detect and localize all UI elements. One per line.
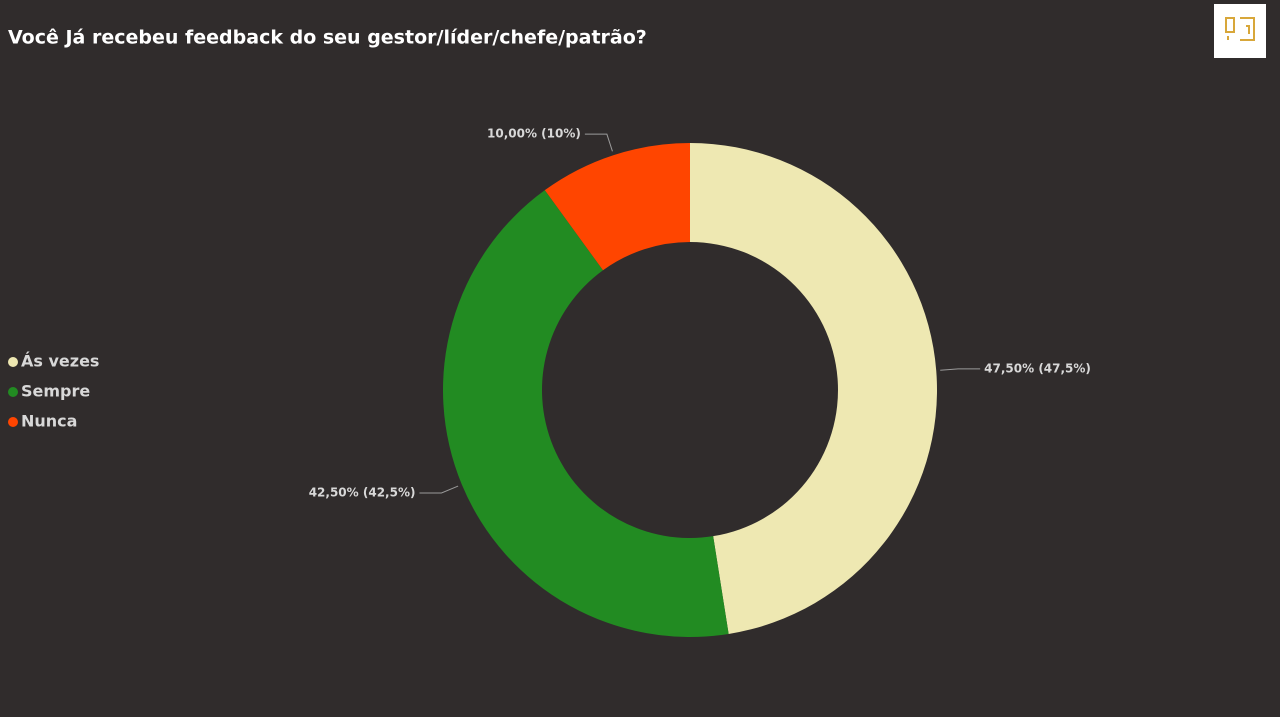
leader-line bbox=[584, 133, 613, 152]
value-label: 10,00% (10%) bbox=[487, 127, 581, 141]
logo bbox=[1214, 4, 1266, 58]
legend-marker bbox=[8, 357, 18, 367]
value-label: 42,50% (42,5%) bbox=[309, 485, 416, 499]
donut-slice bbox=[442, 190, 729, 638]
legend-label: Nunca bbox=[21, 412, 77, 431]
donut-slice bbox=[690, 143, 938, 634]
legend-label: Ás vezes bbox=[21, 352, 99, 371]
leader-line bbox=[940, 368, 981, 371]
leader-line bbox=[419, 485, 459, 494]
legend-label: Sempre bbox=[21, 382, 90, 401]
value-label: 47,50% (47,5%) bbox=[984, 361, 1091, 375]
donut-slice bbox=[544, 143, 690, 271]
legend-marker bbox=[8, 387, 18, 397]
chart-title: Você Já recebeu feedback do seu gestor/l… bbox=[8, 27, 647, 49]
legend-marker bbox=[8, 417, 18, 427]
